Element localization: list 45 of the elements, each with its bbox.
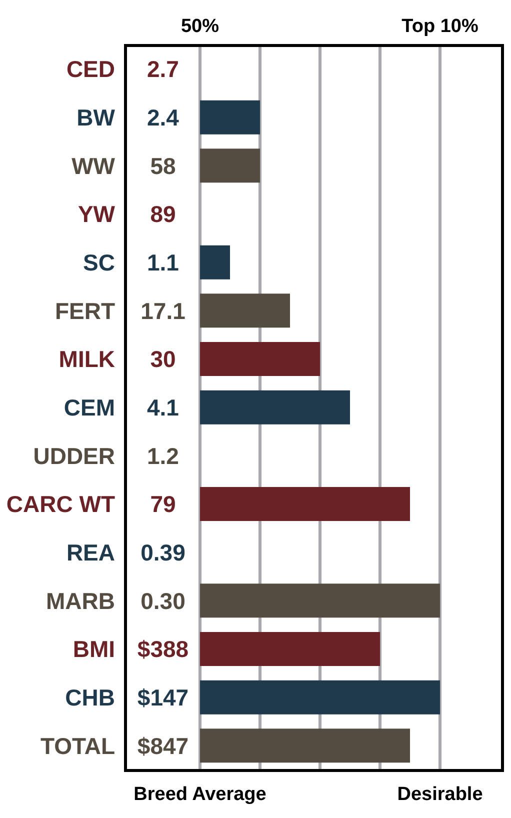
bar (200, 584, 440, 618)
y-tick-label: WW (72, 152, 116, 179)
y-tick-label: BMI (72, 636, 115, 662)
text: 1.1 (147, 250, 180, 276)
text: Top 10% (402, 16, 478, 37)
text: 17.1 (140, 298, 186, 324)
y-tick-label: MARB (46, 588, 115, 614)
y-tick-label: BW (76, 104, 116, 130)
text: 0.30 (140, 588, 186, 614)
bar (200, 728, 410, 763)
text: 89 (150, 201, 176, 228)
bar (200, 390, 350, 424)
y-tick-label: SC (83, 250, 115, 276)
y-tick-label: FERT (54, 298, 115, 324)
y-tick-label: CEM (64, 394, 115, 420)
text: 4.1 (147, 394, 180, 420)
text: 79 (150, 491, 176, 518)
text: 50% (180, 16, 220, 37)
y-tick-label: CED (66, 56, 115, 82)
y-tick-label: YW (78, 201, 116, 228)
bar (200, 632, 380, 666)
text: Breed Average (134, 784, 266, 805)
bar (200, 294, 290, 328)
text: $147 (137, 684, 189, 710)
y-tick-label: MILK (58, 346, 116, 372)
y-tick-label: TOTAL (40, 732, 115, 759)
text: 58 (150, 152, 176, 179)
text: 1.2 (147, 442, 179, 469)
bar (200, 100, 260, 134)
text: Desirable (397, 784, 483, 805)
bar (200, 487, 410, 521)
bar (200, 680, 440, 714)
text: 30 (150, 346, 176, 372)
text: 2.7 (147, 56, 179, 82)
y-tick-label: REA (66, 540, 115, 566)
text: $388 (137, 636, 189, 662)
bar (200, 245, 230, 280)
y-tick-label: CHB (65, 684, 115, 710)
y-tick-label: CARC WT (6, 491, 115, 518)
text: $847 (137, 732, 189, 759)
text: 2.4 (147, 104, 180, 130)
text: 0.39 (140, 540, 186, 566)
bar (200, 342, 320, 376)
bar (200, 148, 260, 183)
y-tick-label: UDDER (33, 442, 116, 469)
